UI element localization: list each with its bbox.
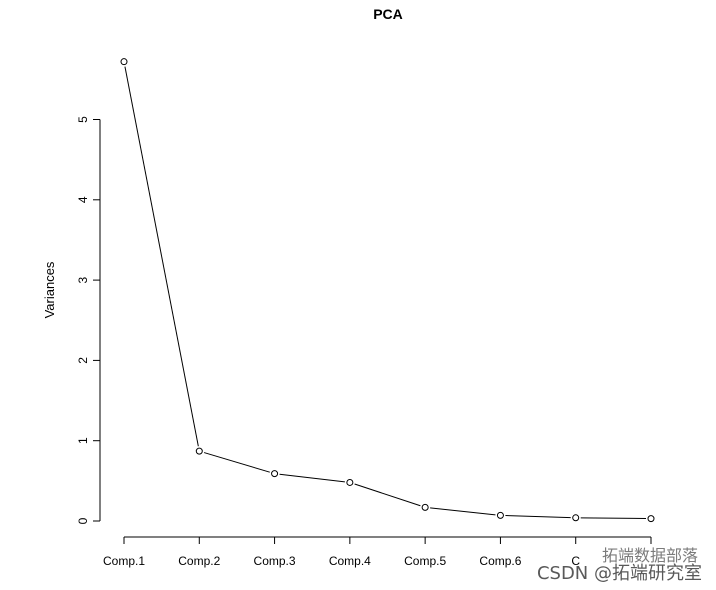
- series-line-segment: [203, 452, 270, 473]
- series-layer: [120, 58, 655, 523]
- x-axis: Comp.1 Comp.2 Comp.3 Comp.4 Comp.5 Comp.6 C: [103, 536, 652, 568]
- series-line-segment: [580, 517, 647, 520]
- series-line-segment: [124, 66, 199, 447]
- y-tick-label: 1: [76, 437, 90, 444]
- y-tick-label: 2: [76, 357, 90, 364]
- series-line-segment: [354, 483, 421, 507]
- y-axis-label: Variances: [42, 261, 57, 318]
- data-point: [195, 447, 203, 455]
- y-tick-label: 5: [76, 116, 90, 123]
- data-point: [496, 511, 504, 519]
- data-point: [120, 58, 128, 66]
- x-tick-label: Comp.4: [329, 554, 371, 568]
- y-axis: 0 1 2 3 4 5: [76, 116, 101, 524]
- x-tick-label: Comp.3: [254, 554, 296, 568]
- data-point: [572, 514, 580, 522]
- x-tick-label: Comp.5: [404, 554, 446, 568]
- y-tick-label: 0: [76, 517, 90, 524]
- series-line-segment: [505, 515, 571, 519]
- x-tick-label: C: [571, 554, 580, 568]
- x-tick-label: Comp.6: [479, 554, 521, 568]
- data-point: [271, 470, 279, 478]
- series-line-segment: [279, 473, 345, 483]
- x-tick-label: Comp.2: [178, 554, 220, 568]
- series-line-segment: [430, 507, 496, 516]
- x-tick-label: Comp.1: [103, 554, 145, 568]
- y-tick-label: 3: [76, 276, 90, 283]
- data-point: [346, 478, 354, 486]
- y-tick-label: 4: [76, 196, 90, 203]
- data-point: [421, 503, 429, 511]
- chart-title: PCA: [373, 6, 403, 22]
- data-point: [647, 515, 655, 523]
